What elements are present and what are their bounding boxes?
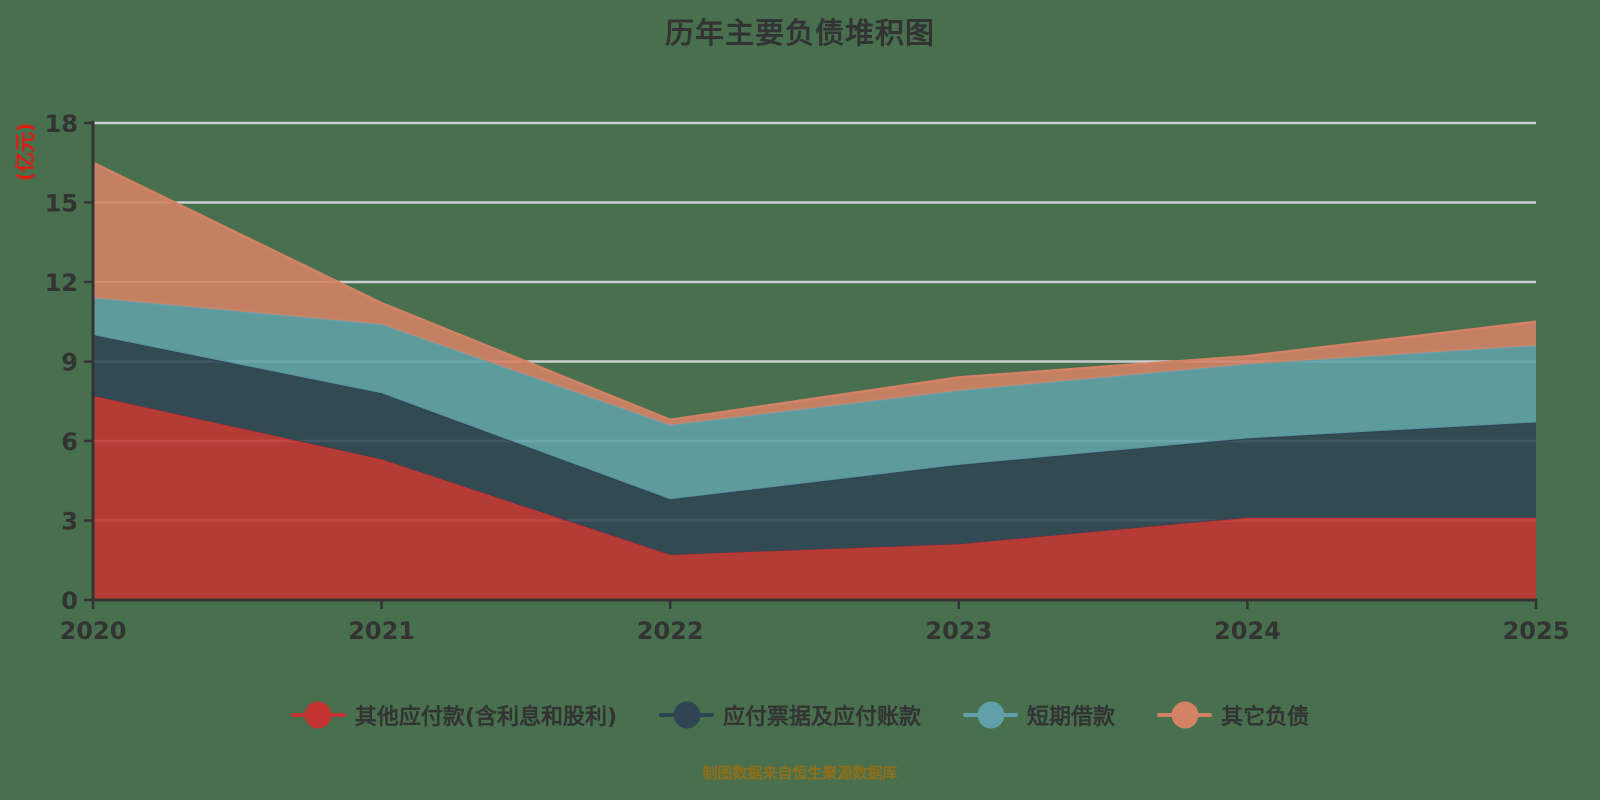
y-tick-label: 9 xyxy=(61,349,78,377)
legend-line-dot-icon xyxy=(1157,701,1213,729)
x-tick-label: 2021 xyxy=(348,617,415,645)
area-series-2 xyxy=(93,297,1536,500)
y-tick-label: 18 xyxy=(45,110,78,138)
legend-item-label: 应付票据及应付账款 xyxy=(723,705,922,730)
area-series-3-edge xyxy=(92,161,1537,422)
legend-item-short-term-loans[interactable]: 短期借款 xyxy=(963,699,1115,731)
y-tick-label: 12 xyxy=(45,269,78,297)
area-series-0 xyxy=(93,395,1536,600)
legend-item-label: 其他应付款(含利息和股利) xyxy=(354,705,618,730)
y-axis-name: (亿元) xyxy=(13,123,37,181)
legend-line-dot-icon xyxy=(290,701,346,729)
legend-line-dot-icon xyxy=(659,701,715,729)
legend-item-other-liabilities[interactable]: 其它负债 xyxy=(1157,699,1309,731)
x-tick-label: 2022 xyxy=(637,617,704,645)
y-tick-label: 0 xyxy=(61,587,78,615)
x-tick-label: 2023 xyxy=(925,617,992,645)
y-tick-label: 6 xyxy=(61,428,78,456)
area-series-1 xyxy=(93,335,1536,555)
legend-item-notes-accounts-payable[interactable]: 应付票据及应付账款 xyxy=(659,699,921,731)
x-tick-label: 2024 xyxy=(1214,617,1281,645)
chart-legend: 其他应付款(含利息和股利) 应付票据及应付账款 短期借款 其它负债 xyxy=(0,699,1600,731)
y-tick-label: 15 xyxy=(45,190,78,218)
page-title: 历年主要负债堆积图 xyxy=(664,16,935,50)
y-tick-label: 3 xyxy=(61,508,78,536)
legend-item-label: 短期借款 xyxy=(1027,705,1116,730)
legend-item-other-payables[interactable]: 其他应付款(含利息和股利) xyxy=(290,699,618,731)
data-source-caption: 制图数据来自恒生聚源数据库 xyxy=(702,764,898,782)
x-tick-label: 2025 xyxy=(1503,617,1570,645)
legend-line-dot-icon xyxy=(963,701,1019,729)
legend-item-label: 其它负债 xyxy=(1221,705,1310,730)
x-tick-label: 2020 xyxy=(60,617,127,645)
